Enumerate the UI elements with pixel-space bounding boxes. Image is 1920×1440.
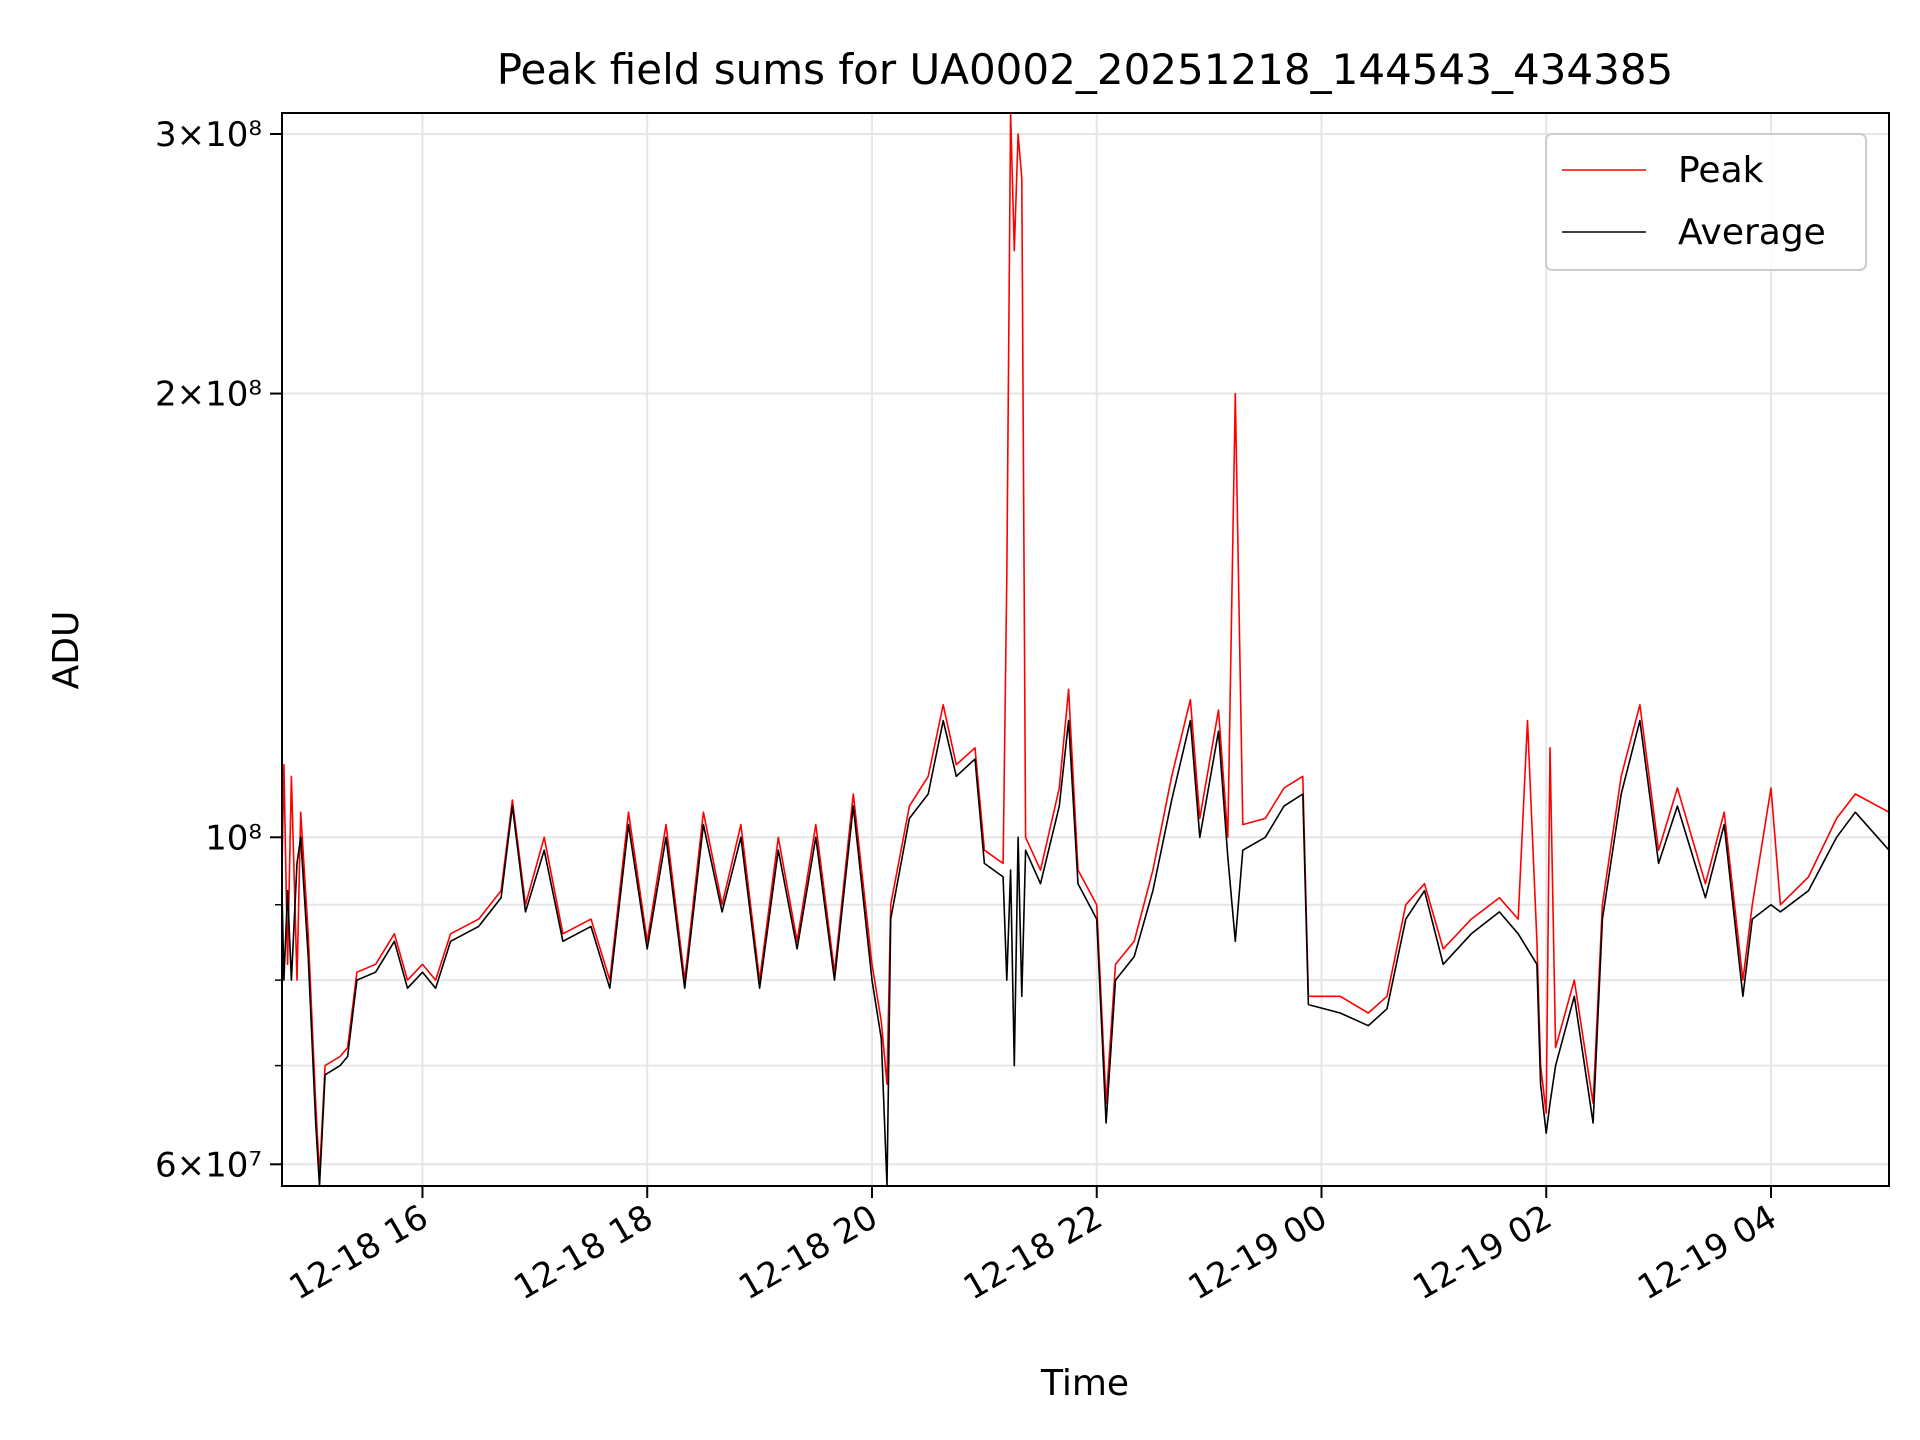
- legend-label-peak: Peak: [1678, 150, 1764, 191]
- chart-title: Peak field sums for UA0002_20251218_1445…: [497, 45, 1674, 94]
- grid-lines: [282, 113, 1889, 1186]
- y-tick-label: 2×10⁸: [155, 375, 262, 415]
- plot-frame: [281, 112, 1890, 1187]
- y-tick-label: 10⁸: [205, 818, 262, 858]
- series-line-peak: [281, 112, 1890, 1176]
- series-line-average: [281, 719, 1890, 1187]
- y-tick-label: 6×10⁷: [155, 1145, 262, 1185]
- legend-label-average: Average: [1678, 212, 1826, 253]
- legend-box: [1545, 133, 1867, 271]
- x-axis-label: Time: [1040, 1363, 1129, 1404]
- legend: Peak Average: [1545, 133, 1867, 271]
- y-tick-label: 3×10⁸: [155, 115, 262, 155]
- y-axis-label: ADU: [46, 611, 87, 690]
- y-axis: 6×10⁷ 10⁸ 2×10⁸ 3×10⁸: [155, 115, 282, 1185]
- series-layer: [281, 112, 1890, 1187]
